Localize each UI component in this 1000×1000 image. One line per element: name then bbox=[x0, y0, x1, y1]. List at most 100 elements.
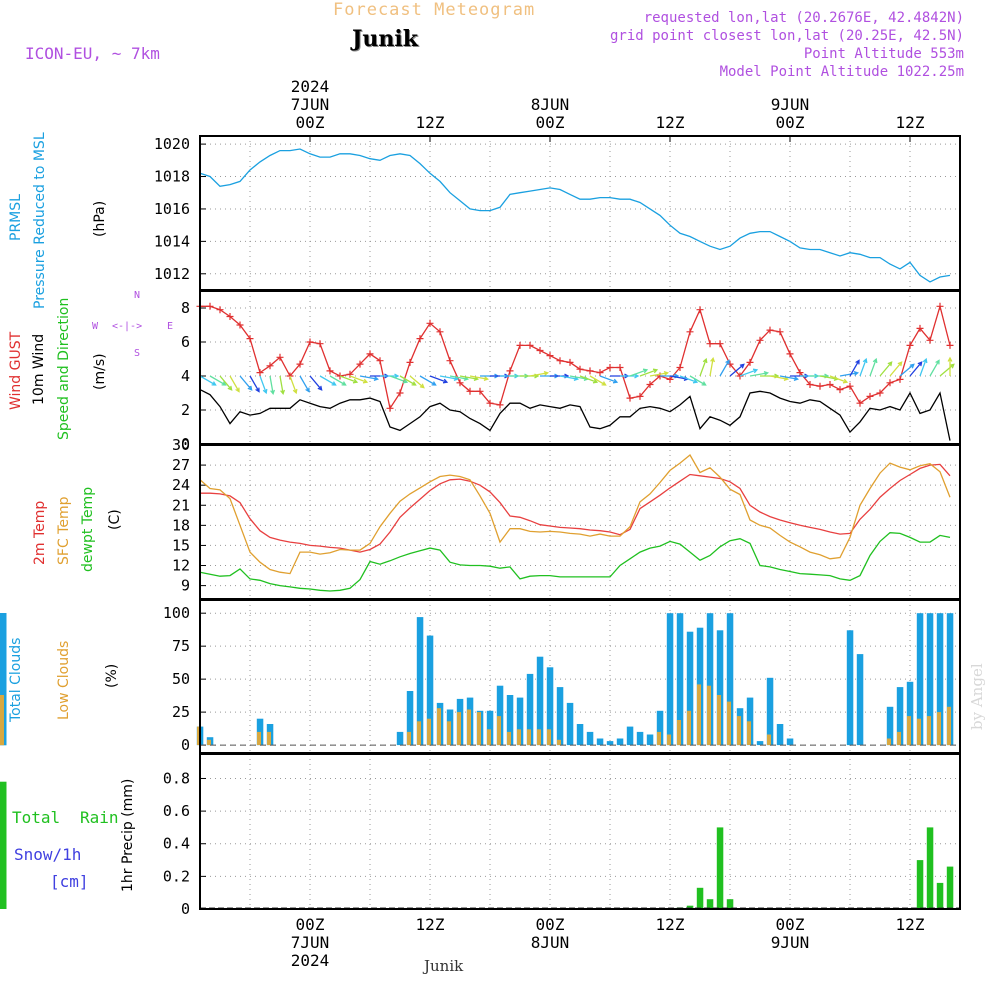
gust-point bbox=[496, 401, 504, 409]
gust-point bbox=[456, 379, 464, 387]
bar-low-clouds bbox=[257, 731, 261, 746]
wind-direction-arrow bbox=[929, 359, 940, 377]
compass-s: S bbox=[134, 348, 141, 359]
gust-point bbox=[536, 347, 544, 354]
top-time-label: 00Z bbox=[776, 113, 805, 132]
bar-total-clouds bbox=[676, 613, 684, 746]
series-line-10m-wind bbox=[199, 389, 951, 441]
gust-point bbox=[846, 382, 854, 390]
gust-point bbox=[686, 328, 694, 336]
bar-total-clouds bbox=[416, 617, 424, 745]
bar-low-clouds bbox=[687, 710, 691, 746]
wind-direction-arrow bbox=[719, 359, 730, 377]
bar-total-clouds bbox=[766, 677, 774, 746]
gust-point bbox=[716, 340, 724, 348]
wind-direction-arrow bbox=[889, 361, 903, 377]
gust-point bbox=[506, 367, 514, 375]
wind-direction-arrow bbox=[859, 357, 868, 377]
bar-total-rain bbox=[946, 866, 954, 909]
bottom-time-label: 12Z bbox=[896, 915, 925, 934]
y-tick-label: 27 bbox=[172, 456, 190, 474]
y-tick-label: 1012 bbox=[154, 265, 190, 283]
gust-point bbox=[946, 341, 954, 349]
bar-low-clouds bbox=[517, 729, 521, 746]
bar-total-rain bbox=[926, 827, 934, 909]
bar-total-clouds bbox=[646, 734, 654, 746]
gust-point bbox=[546, 352, 554, 360]
precip-total-label: Total bbox=[12, 808, 61, 827]
bottom-time-label: 00Z bbox=[776, 915, 805, 934]
bar-total-clouds bbox=[426, 635, 434, 746]
bar-low-clouds bbox=[207, 739, 211, 746]
bar-low-clouds bbox=[547, 729, 551, 746]
gust-point bbox=[826, 381, 834, 388]
wind-direction-arrow bbox=[919, 357, 928, 377]
wind-direction-arrow bbox=[939, 363, 955, 377]
gust-point bbox=[326, 367, 334, 375]
bar-total-clouds bbox=[536, 656, 544, 746]
gust-point bbox=[486, 399, 494, 407]
bottom-time-label: 00Z bbox=[296, 915, 325, 934]
gust-point bbox=[216, 306, 224, 314]
gust-point bbox=[206, 302, 214, 310]
y-tick-label: 24 bbox=[172, 476, 190, 494]
gust-point bbox=[806, 381, 814, 388]
wind-direction-arrow bbox=[649, 370, 670, 377]
gust-point bbox=[526, 341, 534, 349]
wind-direction-arrow bbox=[699, 357, 708, 377]
bar-total-clouds bbox=[916, 613, 924, 746]
top-time-label: 2024 bbox=[291, 77, 330, 96]
bar-low-clouds bbox=[407, 731, 411, 746]
y-tick-label: 0.2 bbox=[163, 867, 190, 885]
bar-total-clouds bbox=[496, 685, 504, 746]
wind-direction-arrow bbox=[219, 375, 233, 391]
wind-direction-arrow bbox=[279, 375, 286, 396]
footer-station: Junik bbox=[424, 957, 464, 975]
wind-direction-arrow bbox=[909, 361, 923, 377]
series-line-wind-gust bbox=[200, 303, 951, 410]
bar-total-rain bbox=[0, 781, 7, 909]
bar-total-clouds bbox=[756, 741, 764, 746]
gust-point bbox=[586, 367, 594, 375]
bottom-time-label: 12Z bbox=[656, 915, 685, 934]
bar-total-clouds bbox=[576, 724, 584, 746]
wind-direction-arrow bbox=[209, 375, 227, 386]
wind-direction-arrow bbox=[529, 370, 550, 377]
gust-point bbox=[316, 340, 324, 348]
bar-total-clouds bbox=[926, 613, 934, 746]
bar-total-rain bbox=[0, 899, 7, 909]
y-tick-label: 0.8 bbox=[163, 769, 190, 787]
panel-frame bbox=[199, 444, 961, 600]
top-time-label: 7JUN bbox=[291, 95, 330, 114]
bar-low-clouds bbox=[677, 720, 681, 746]
bottom-time-label: 9JUN bbox=[771, 933, 810, 952]
gust-point bbox=[276, 353, 284, 361]
bar-low-clouds bbox=[747, 721, 751, 745]
wind-direction-arrow bbox=[259, 375, 268, 395]
wind-direction-arrow bbox=[199, 375, 217, 386]
gust-point bbox=[366, 350, 374, 358]
bar-total-clouds bbox=[786, 738, 794, 746]
wind-direction-arrow bbox=[589, 375, 607, 386]
precip-snow-label: Snow/1h bbox=[14, 845, 82, 864]
bar-total-clouds bbox=[546, 667, 554, 746]
bar-low-clouds bbox=[657, 731, 661, 746]
y-tick-label: 1018 bbox=[154, 168, 190, 186]
bar-total-rain bbox=[916, 860, 924, 909]
bar-total-clouds bbox=[586, 731, 594, 746]
wind-direction-arrow bbox=[579, 375, 599, 384]
wind-direction-arrow bbox=[249, 375, 260, 393]
wind-direction-arrow bbox=[239, 375, 253, 391]
bar-low-clouds bbox=[267, 731, 271, 746]
gust-point bbox=[926, 336, 934, 344]
bar-total-rain bbox=[726, 899, 734, 909]
wind-direction-arrow bbox=[629, 368, 649, 377]
wind-direction-arrow bbox=[739, 368, 759, 377]
bar-total-clouds bbox=[936, 613, 944, 746]
wind-direction-arrow bbox=[299, 375, 310, 393]
panel-frame bbox=[199, 753, 961, 910]
bar-low-clouds bbox=[767, 734, 771, 746]
model-point-altitude: Model Point Altitude 1022.25m bbox=[719, 64, 964, 80]
model-label: ICON-EU, ~ 7km bbox=[25, 44, 160, 63]
